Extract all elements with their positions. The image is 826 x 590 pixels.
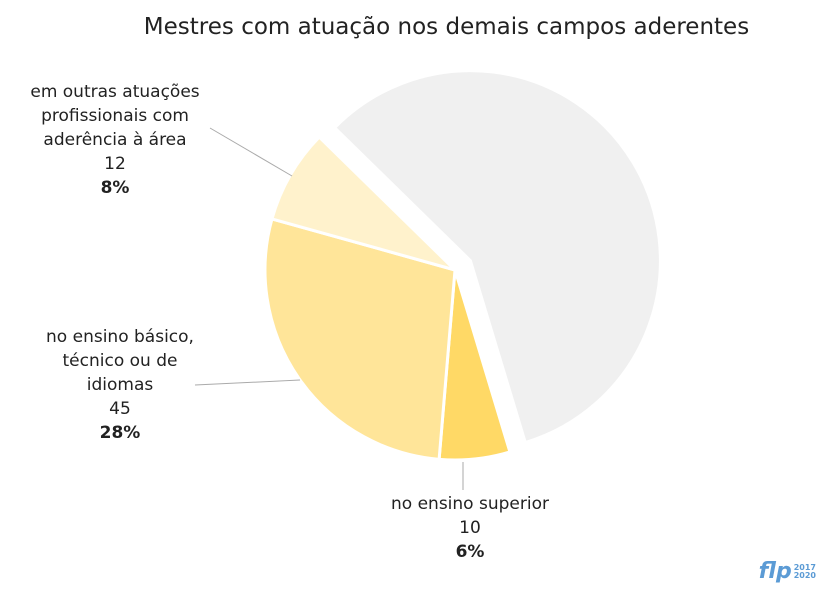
pie-slice xyxy=(332,69,662,445)
category-label: no ensino superior xyxy=(391,494,549,514)
slice-label: em outras atuações profissionais com ade… xyxy=(15,80,215,200)
count-label: 45 xyxy=(109,399,131,419)
category-label: no ensino básico, técnico ou de idiomas xyxy=(46,327,194,395)
logo-year: 2017 xyxy=(793,562,816,572)
value-label: 6% xyxy=(455,542,485,562)
logo: flp 2017 2020 xyxy=(759,559,816,584)
logo-text: flp xyxy=(758,559,792,584)
leader-line xyxy=(194,379,301,386)
logo-years: 2017 2020 xyxy=(793,562,816,580)
slice-label: no ensino básico, técnico ou de idiomas 4… xyxy=(30,325,210,445)
category-label: em outras atuações profissionais com ade… xyxy=(30,82,200,150)
count-label: 12 xyxy=(104,154,126,174)
chart-title: Mestres com atuação nos demais campos ad… xyxy=(143,14,750,40)
value-label: 8% xyxy=(100,178,130,198)
count-label: 10 xyxy=(459,518,481,538)
leader-line xyxy=(209,127,293,177)
value-label: 28% xyxy=(99,423,141,443)
pie-slice xyxy=(263,217,457,461)
logo-year: 2020 xyxy=(793,570,816,580)
slice-label: no ensino superior 10 6% xyxy=(370,492,570,564)
